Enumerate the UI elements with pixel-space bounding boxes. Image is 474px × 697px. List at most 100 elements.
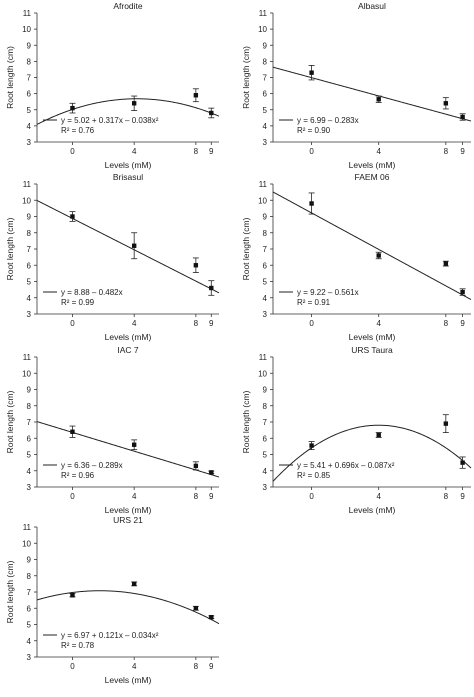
y-tick-label: 4 <box>263 122 268 131</box>
fit-equation: y = 9.22 – 0.561x <box>297 288 359 297</box>
fit-curve <box>36 98 220 125</box>
y-tick-label: 6 <box>27 90 32 99</box>
r-squared-label: R² = 0.99 <box>61 298 95 307</box>
chart-panel: 3 4 5 6 7 8 9 10 11 0 4 8 9 FAEM 06 Levels (mM) Root le… <box>241 172 472 342</box>
x-axis-label: Levels (mM) <box>349 505 396 515</box>
r-squared-label: R² = 0.96 <box>61 471 95 480</box>
y-tick-label: 7 <box>27 74 32 83</box>
data-point <box>70 214 75 219</box>
x-tick-label: 4 <box>132 662 137 671</box>
data-point <box>460 289 465 295</box>
chart-title: URS 21 <box>113 515 143 525</box>
y-tick-label: 9 <box>263 213 268 222</box>
chart-panel: 3 4 5 6 7 8 9 10 11 0 4 8 9 Brisasul Levels (mM) Root l… <box>5 172 220 342</box>
y-tick-label: 9 <box>27 386 32 395</box>
y-axis-label: Root length (cm) <box>5 390 15 453</box>
x-tick-label: 9 <box>460 147 465 156</box>
r-squared-label: R² = 0.91 <box>297 298 331 307</box>
data-point <box>443 101 449 106</box>
fit-curve <box>272 191 472 300</box>
y-tick-label: 11 <box>259 9 268 18</box>
y-tick-label: 10 <box>22 369 31 378</box>
x-tick-label: 8 <box>444 147 449 156</box>
fit-curve <box>36 199 220 294</box>
y-axis-label: Root length (cm) <box>241 217 251 280</box>
fit-curve <box>272 66 472 122</box>
x-tick-label: 9 <box>460 319 465 328</box>
x-tick-label: 4 <box>132 319 137 328</box>
y-tick-label: 8 <box>27 572 32 581</box>
x-tick-label: 8 <box>194 662 199 671</box>
y-tick-label: 8 <box>27 402 32 411</box>
y-tick-label: 5 <box>263 451 268 460</box>
x-tick-label: 9 <box>209 662 214 671</box>
x-tick-label: 4 <box>376 147 381 156</box>
data-point <box>70 593 75 598</box>
y-tick-label: 8 <box>263 402 268 411</box>
y-tick-label: 9 <box>27 213 32 222</box>
y-tick-label: 6 <box>27 604 32 613</box>
y-tick-label: 4 <box>27 467 32 476</box>
x-tick-label: 0 <box>309 147 314 156</box>
y-tick-label: 9 <box>27 556 32 565</box>
chart-panel: 3 4 5 6 7 8 9 10 11 0 4 8 9 Albasul Levels (mM) Root le… <box>241 1 472 170</box>
data-point <box>70 429 75 434</box>
y-tick-label: 11 <box>23 9 32 18</box>
y-axis-label: Root length (cm) <box>5 217 15 280</box>
y-tick-label: 7 <box>27 588 32 597</box>
chart-panel: 3 4 5 6 7 8 9 10 11 0 4 8 9 URS 21 Levels (mM) Root len… <box>5 515 220 685</box>
data-point <box>309 201 314 206</box>
x-tick-label: 8 <box>194 147 199 156</box>
data-point <box>309 443 314 448</box>
y-tick-label: 5 <box>27 621 32 630</box>
y-tick-label: 10 <box>22 196 31 205</box>
y-tick-label: 6 <box>263 434 268 443</box>
y-tick-label: 7 <box>27 245 32 254</box>
y-tick-label: 7 <box>27 418 32 427</box>
data-point <box>376 253 381 258</box>
data-point <box>460 114 465 120</box>
data-point <box>460 460 465 465</box>
x-tick-label: 0 <box>70 662 75 671</box>
chart-title: Albasul <box>358 1 386 11</box>
fit-equation: y = 6.97 + 0.121x – 0.034x² <box>61 631 159 640</box>
data-point <box>131 581 137 587</box>
x-tick-label: 0 <box>70 147 75 156</box>
data-point <box>376 432 381 438</box>
y-axis-label: Root length (cm) <box>241 390 251 453</box>
y-tick-label: 3 <box>263 483 268 492</box>
fit-equation: y = 6.36 – 0.289x <box>61 461 123 470</box>
y-tick-label: 6 <box>263 90 268 99</box>
x-axis-label: Levels (mM) <box>105 160 152 170</box>
data-point <box>193 463 199 469</box>
data-point <box>193 606 199 611</box>
y-tick-label: 11 <box>23 180 32 189</box>
y-tick-label: 3 <box>27 483 32 492</box>
r-squared-label: R² = 0.76 <box>61 126 95 135</box>
y-tick-label: 8 <box>263 57 268 66</box>
x-tick-label: 0 <box>309 492 314 501</box>
chart-panel: 3 4 5 6 7 8 9 10 11 0 4 8 9 URS Taura Levels (mM) Root … <box>241 345 472 515</box>
data-point <box>209 110 214 116</box>
x-axis-label: Levels (mM) <box>349 160 396 170</box>
x-tick-label: 8 <box>444 492 449 501</box>
data-point <box>209 614 214 620</box>
fit-equation: y = 5.02 + 0.317x – 0.038x² <box>61 116 159 125</box>
fit-equation: y = 6.99 – 0.283x <box>297 116 359 125</box>
x-tick-label: 4 <box>376 492 381 501</box>
y-tick-label: 10 <box>258 369 267 378</box>
y-tick-label: 5 <box>27 451 32 460</box>
x-tick-label: 9 <box>209 147 214 156</box>
x-axis-label: Levels (mM) <box>105 332 152 342</box>
x-tick-label: 9 <box>209 319 214 328</box>
x-tick-label: 9 <box>460 492 465 501</box>
y-tick-label: 5 <box>27 278 32 287</box>
data-point <box>209 470 214 475</box>
y-tick-label: 8 <box>27 57 32 66</box>
r-squared-label: R² = 0.78 <box>61 641 95 650</box>
x-tick-label: 0 <box>70 319 75 328</box>
y-tick-label: 8 <box>263 229 268 238</box>
data-point <box>376 97 381 102</box>
y-tick-label: 6 <box>263 261 268 270</box>
